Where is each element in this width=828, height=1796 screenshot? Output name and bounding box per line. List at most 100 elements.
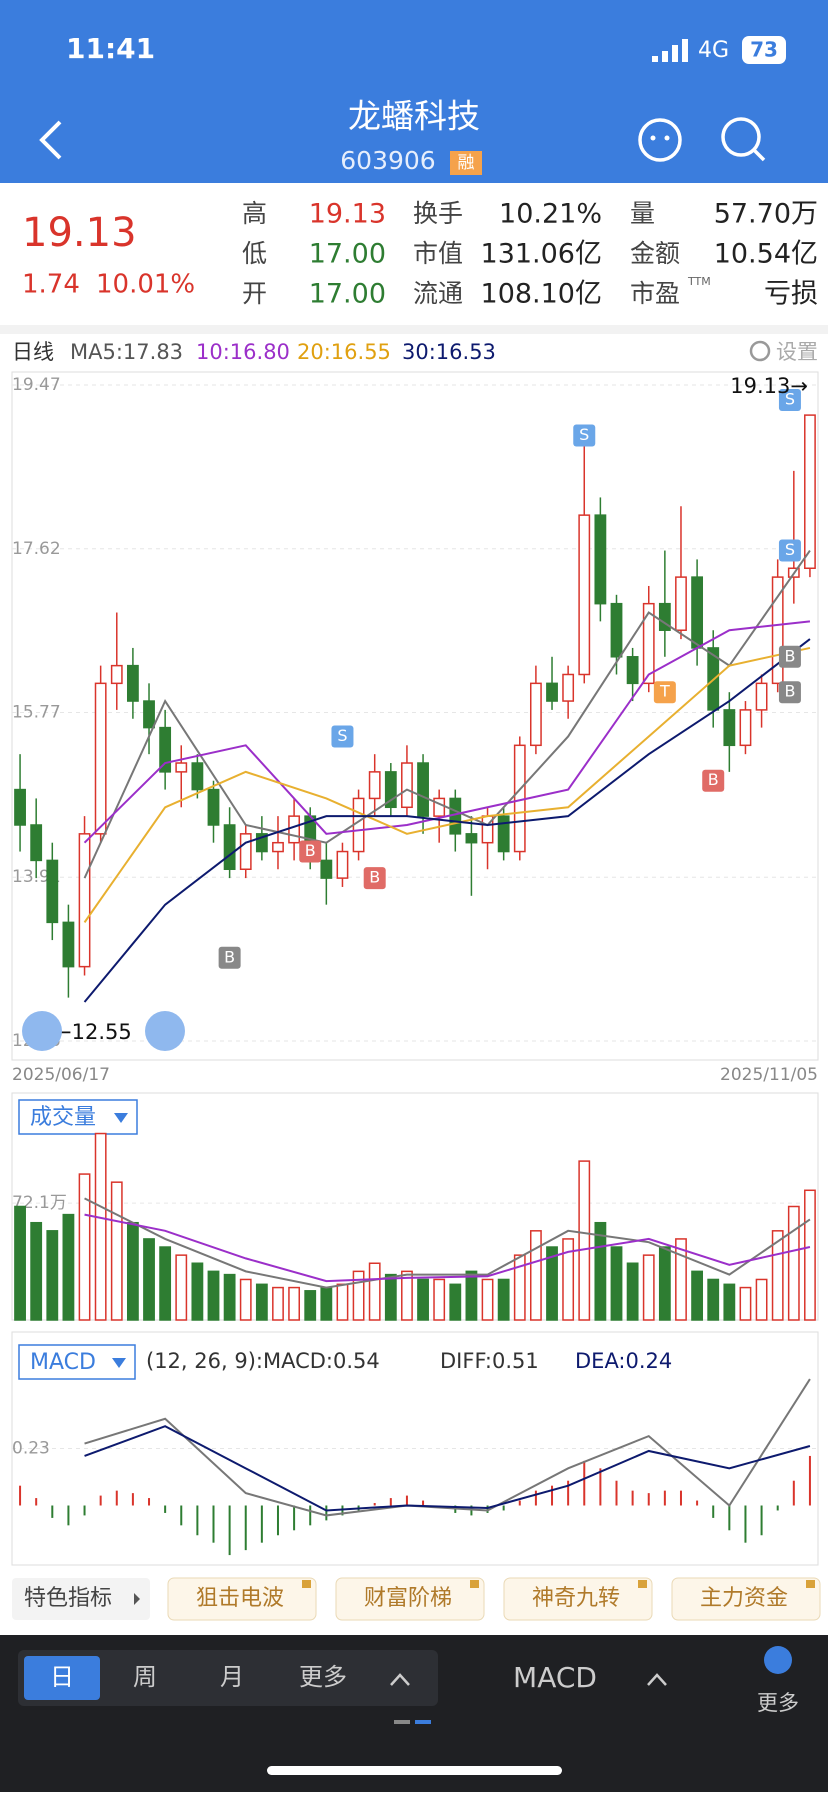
- volume-bar: [562, 1238, 575, 1321]
- field-value: 10.54亿: [714, 239, 818, 270]
- field-value: 17.00: [309, 279, 386, 310]
- tab[interactable]: 周: [133, 1663, 157, 1691]
- macd-label: MACD: [30, 1350, 96, 1375]
- clock: 11:41: [66, 32, 155, 65]
- battery-level: 73: [750, 38, 778, 62]
- signal-badge: [363, 867, 386, 890]
- volume-ma-line: [84, 1213, 811, 1283]
- candle-body: [691, 576, 704, 649]
- settings[interactable]: 设置: [776, 340, 818, 364]
- dropdown-arrow: [112, 1358, 126, 1368]
- field-value: 108.10亿: [481, 279, 602, 310]
- volume-bar: [255, 1283, 268, 1321]
- tab-more[interactable]: 更多: [299, 1663, 347, 1691]
- volume-bar: [771, 1230, 784, 1321]
- low-label: ←12.55: [54, 1020, 132, 1044]
- candle-body: [675, 576, 687, 631]
- price: 19.13: [22, 210, 137, 256]
- signal-label: S: [785, 390, 795, 409]
- candle-body: [594, 514, 607, 605]
- volume-bar: [46, 1230, 59, 1321]
- field-label: 金额: [630, 239, 680, 268]
- volume-bar: [401, 1270, 413, 1321]
- field-value: 131.06亿: [481, 239, 602, 270]
- home-indicator: [267, 1766, 562, 1775]
- field-value: 19.13: [309, 199, 386, 230]
- indicator-button[interactable]: [671, 1577, 821, 1621]
- indicator-button[interactable]: [503, 1577, 653, 1621]
- candle-body: [658, 602, 671, 631]
- volume-frame: [11, 1092, 819, 1321]
- volume-bar: [465, 1270, 478, 1321]
- field-value: 亏损: [764, 279, 818, 310]
- candle-body: [433, 797, 446, 817]
- macd-params: (12, 26, 9):MACD:0.54: [146, 1349, 380, 1373]
- more-right[interactable]: 更多: [757, 1691, 799, 1715]
- volume-bar: [207, 1270, 220, 1321]
- candle-body: [14, 788, 26, 826]
- end-date: 2025/11/05: [720, 1065, 818, 1085]
- field-label: 高: [242, 199, 267, 228]
- volume-bar: [578, 1160, 591, 1321]
- ma-line: [83, 620, 811, 844]
- volume-bar: [755, 1278, 768, 1321]
- candle-body: [30, 824, 43, 862]
- field-label: 市值: [413, 239, 463, 268]
- volume-bar: [739, 1286, 752, 1321]
- candle-body: [804, 414, 816, 570]
- volume-label: 成交量: [30, 1105, 96, 1130]
- candle-body: [739, 709, 752, 747]
- candle-body: [239, 833, 252, 871]
- indicator-button[interactable]: [167, 1577, 317, 1621]
- volume-bar: [723, 1283, 736, 1321]
- y-tick-label: 17.62: [12, 539, 61, 559]
- ttm: TTM: [687, 275, 711, 288]
- ma-line: [83, 638, 811, 1003]
- indicator-switch[interactable]: MACD: [513, 1661, 597, 1694]
- chevron: [390, 1673, 410, 1686]
- ma10-legend: 10:16.80: [196, 340, 290, 364]
- indicator-button[interactable]: [335, 1577, 485, 1621]
- volume-bar: [417, 1278, 429, 1321]
- volume-bar: [272, 1286, 284, 1321]
- volume-bar: [78, 1173, 91, 1321]
- page-dot: [394, 1720, 410, 1724]
- volume-bar: [288, 1286, 301, 1321]
- candle-body: [110, 664, 123, 685]
- tab[interactable]: 日: [50, 1663, 74, 1691]
- volume-bar: [336, 1283, 349, 1321]
- volume-bar: [610, 1246, 623, 1321]
- tab-group: [18, 1650, 438, 1706]
- signal-badge: [331, 725, 354, 748]
- candle-body: [529, 682, 542, 747]
- chat-button[interactable]: [638, 118, 682, 162]
- signal-badge: [778, 681, 801, 704]
- volume-bar: [352, 1270, 365, 1321]
- tab[interactable]: 月: [220, 1663, 244, 1691]
- expand-button[interactable]: [22, 1011, 62, 1051]
- volume-selector[interactable]: [18, 1099, 138, 1135]
- search-button[interactable]: [721, 117, 766, 162]
- volume-bar: [449, 1283, 462, 1321]
- ma-line: [83, 646, 811, 923]
- candle-body: [562, 673, 575, 702]
- field-label: 低: [242, 239, 267, 268]
- signal-label: S: [785, 540, 795, 559]
- lock-icon: [638, 1580, 647, 1588]
- macd-diff: DIFF:0.51: [440, 1349, 539, 1373]
- back-button[interactable]: [39, 120, 62, 160]
- divider: [0, 325, 828, 334]
- gear-icon[interactable]: [749, 340, 771, 362]
- volume-bar: [804, 1189, 816, 1321]
- stock-code: 603906: [340, 146, 435, 175]
- candle-body: [46, 859, 59, 924]
- indicator-title[interactable]: 特色指标: [24, 1586, 112, 1611]
- signal-label: T: [659, 682, 670, 701]
- field-label: 量: [630, 199, 655, 228]
- zoom-button[interactable]: [145, 1011, 185, 1051]
- candle-body: [320, 859, 333, 879]
- macd-line: [84, 1378, 811, 1517]
- volume-bar: [658, 1246, 671, 1321]
- network: 4G: [698, 38, 729, 63]
